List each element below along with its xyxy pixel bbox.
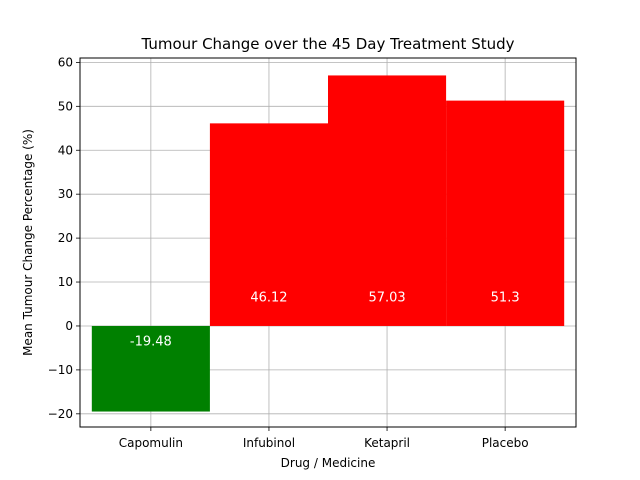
y-tick-label: 0: [65, 319, 73, 333]
y-tick-label: −10: [48, 363, 73, 377]
x-tick-label: Capomulin: [119, 436, 183, 450]
y-tick-label: 30: [58, 187, 73, 201]
x-axis-ticks: Capomulin Infubinol Ketapril Placebo: [119, 427, 529, 450]
bar-capomulin: [91, 325, 210, 412]
bar-ketapril: [328, 75, 447, 326]
data-label: 46.12: [250, 290, 287, 305]
x-axis-label: Drug / Medicine: [281, 456, 376, 470]
bar-placebo: [446, 100, 565, 326]
chart-title: Tumour Change over the 45 Day Treatment …: [140, 35, 514, 53]
x-tick-label: Infubinol: [243, 436, 295, 450]
y-tick-label: 10: [58, 275, 73, 289]
bar-infubinol: [209, 123, 328, 326]
y-tick-label: −20: [48, 407, 73, 421]
bars-layer: [91, 75, 565, 412]
y-axis-ticks: −20 −10 0 10 20 30 40 50 60: [48, 55, 80, 421]
y-tick-label: 20: [58, 231, 73, 245]
y-tick-label: 60: [58, 55, 73, 69]
data-label: 57.03: [368, 290, 405, 305]
data-label: 51.3: [491, 290, 520, 305]
x-tick-label: Placebo: [482, 436, 529, 450]
value-labels-layer: -19.48 46.12 57.03 51.3: [130, 290, 520, 349]
data-label: -19.48: [130, 334, 172, 349]
y-axis-label: Mean Tumour Change Percentage (%): [21, 129, 35, 356]
y-tick-label: 50: [58, 99, 73, 113]
plot-frame: [79, 57, 577, 428]
y-tick-label: 40: [58, 143, 73, 157]
x-tick-label: Ketapril: [364, 436, 410, 450]
